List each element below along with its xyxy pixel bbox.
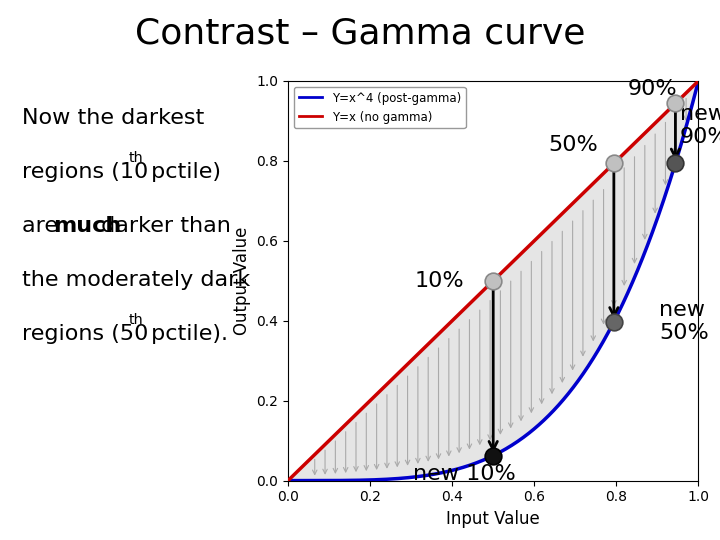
Text: new
90%: new 90%	[680, 104, 720, 147]
Text: 50%: 50%	[548, 136, 598, 156]
Y=x (no gamma)	[479, 288, 487, 294]
Y=x^4 (post-gamma)	[481, 456, 490, 462]
Text: 10%: 10%	[415, 271, 464, 291]
Y=x^4 (post-gamma)	[684, 115, 693, 122]
Y=x^4 (post-gamma)	[620, 297, 629, 303]
Text: darker than: darker than	[94, 216, 231, 236]
Text: th: th	[128, 313, 143, 327]
Text: pctile): pctile)	[144, 162, 221, 182]
Text: pctile).: pctile).	[144, 324, 228, 344]
Text: regions (10: regions (10	[22, 162, 148, 182]
Y=x^4 (post-gamma)	[284, 477, 292, 484]
Y=x (no gamma)	[528, 240, 536, 246]
Text: th: th	[128, 151, 143, 165]
Y-axis label: Output Value: Output Value	[233, 227, 251, 335]
Y=x (no gamma)	[505, 261, 514, 268]
Text: Contrast – Gamma curve: Contrast – Gamma curve	[135, 16, 585, 50]
Y=x^4 (post-gamma)	[528, 427, 536, 434]
Text: much: much	[53, 216, 122, 236]
Text: are: are	[22, 216, 65, 236]
Text: regions (50: regions (50	[22, 324, 148, 344]
Y=x (no gamma)	[694, 78, 703, 84]
Y=x (no gamma)	[284, 477, 292, 484]
Y=x (no gamma)	[684, 87, 693, 94]
Text: Now the darkest: Now the darkest	[22, 108, 204, 128]
Text: new 10%: new 10%	[413, 464, 516, 484]
Legend: Y=x^4 (post-gamma), Y=x (no gamma): Y=x^4 (post-gamma), Y=x (no gamma)	[294, 87, 466, 128]
Y=x (no gamma)	[481, 285, 490, 292]
Line: Y=x (no gamma): Y=x (no gamma)	[288, 81, 698, 481]
Y=x (no gamma)	[620, 150, 629, 156]
Text: the moderately dark: the moderately dark	[22, 270, 250, 290]
Y=x^4 (post-gamma)	[694, 78, 703, 84]
Line: Y=x^4 (post-gamma): Y=x^4 (post-gamma)	[288, 81, 698, 481]
Y=x^4 (post-gamma)	[479, 457, 487, 463]
Text: new
50%: new 50%	[659, 300, 708, 343]
Y=x^4 (post-gamma)	[505, 443, 514, 450]
X-axis label: Input Value: Input Value	[446, 510, 540, 528]
Text: 90%: 90%	[628, 79, 678, 99]
